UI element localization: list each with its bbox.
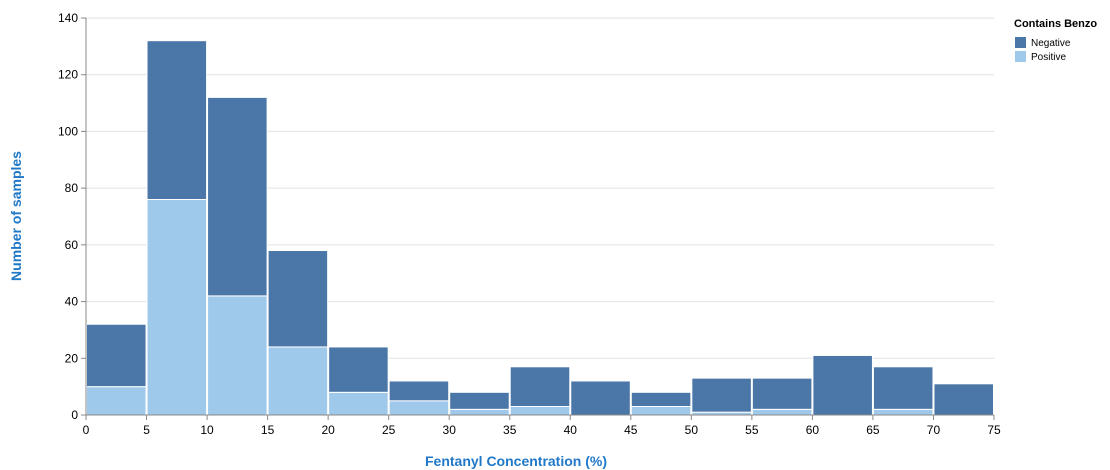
y-tick-label-80: 80: [65, 181, 79, 195]
bar-positive-35: [509, 405, 571, 416]
axes: 0 20 40 60 80 100 120 140 0 5 10 15 20 25 30 35 40 45 50 55…: [58, 11, 1001, 437]
bar-negative-20: [328, 346, 389, 393]
bar-positive-65: [872, 408, 934, 416]
y-tick-label-0: 0: [71, 408, 78, 422]
x-tick-label-5: 5: [143, 423, 150, 437]
x-tick-label-10: 10: [200, 423, 214, 437]
x-tick-label-55: 55: [745, 423, 759, 437]
y-axis-title: Number of samples: [8, 151, 24, 281]
bar-negative-55: [751, 377, 813, 410]
bar-negative-30: [449, 391, 510, 410]
bar-positive-10: [207, 295, 268, 416]
bars: [86, 40, 995, 416]
bar-positive-30: [449, 408, 510, 416]
bar-negative-45: [630, 391, 692, 407]
bar-positive-0: [86, 386, 147, 416]
y-tick-label-120: 120: [58, 68, 78, 82]
bar-positive-55: [751, 408, 813, 416]
x-tick-label-75: 75: [987, 423, 1001, 437]
bar-negative-40: [570, 380, 631, 416]
legend-swatch-positive: [1015, 51, 1026, 62]
x-tick-label-20: 20: [321, 423, 335, 437]
bar-negative-25: [388, 380, 450, 402]
bar-positive-25: [388, 400, 450, 416]
bar-negative-5: [146, 40, 208, 200]
x-tick-label-65: 65: [866, 423, 880, 437]
x-tick-label-0: 0: [83, 423, 90, 437]
bar-negative-50: [691, 377, 752, 413]
x-axis-title: Fentanyl Concentration (%): [425, 453, 607, 469]
x-tick-label-40: 40: [564, 423, 578, 437]
bar-negative-60: [812, 354, 873, 416]
x-tick-label-45: 45: [624, 423, 638, 437]
legend-label-negative: Negative: [1031, 38, 1071, 49]
legend-swatch-negative: [1015, 37, 1026, 48]
x-tick-label-35: 35: [503, 423, 517, 437]
y-tick-label-140: 140: [58, 11, 78, 25]
y-tick-label-20: 20: [65, 351, 79, 365]
y-tick-label-60: 60: [65, 238, 79, 252]
x-tick-label-70: 70: [927, 423, 941, 437]
x-tick-label-30: 30: [443, 423, 457, 437]
bar-positive-5: [146, 198, 208, 416]
bar-negative-65: [872, 366, 934, 410]
x-tick-label-60: 60: [806, 423, 820, 437]
legend-label-positive: Positive: [1031, 52, 1066, 63]
legend-title: Contains Benzo: [1014, 18, 1097, 30]
bar-negative-15: [267, 250, 329, 348]
bar-negative-10: [207, 96, 268, 297]
x-tick-label-50: 50: [685, 423, 699, 437]
bar-negative-0: [86, 323, 147, 388]
bar-positive-45: [630, 405, 692, 416]
x-tick-label-15: 15: [261, 423, 275, 437]
bar-negative-35: [509, 366, 571, 407]
x-tick-label-25: 25: [382, 423, 396, 437]
bar-negative-70: [933, 383, 995, 416]
bar-positive-20: [328, 391, 389, 416]
y-tick-label-100: 100: [58, 124, 78, 138]
y-tick-label-40: 40: [65, 295, 79, 309]
legend: Contains Benzo Negative Positive: [1014, 18, 1097, 63]
bar-positive-15: [267, 346, 329, 416]
